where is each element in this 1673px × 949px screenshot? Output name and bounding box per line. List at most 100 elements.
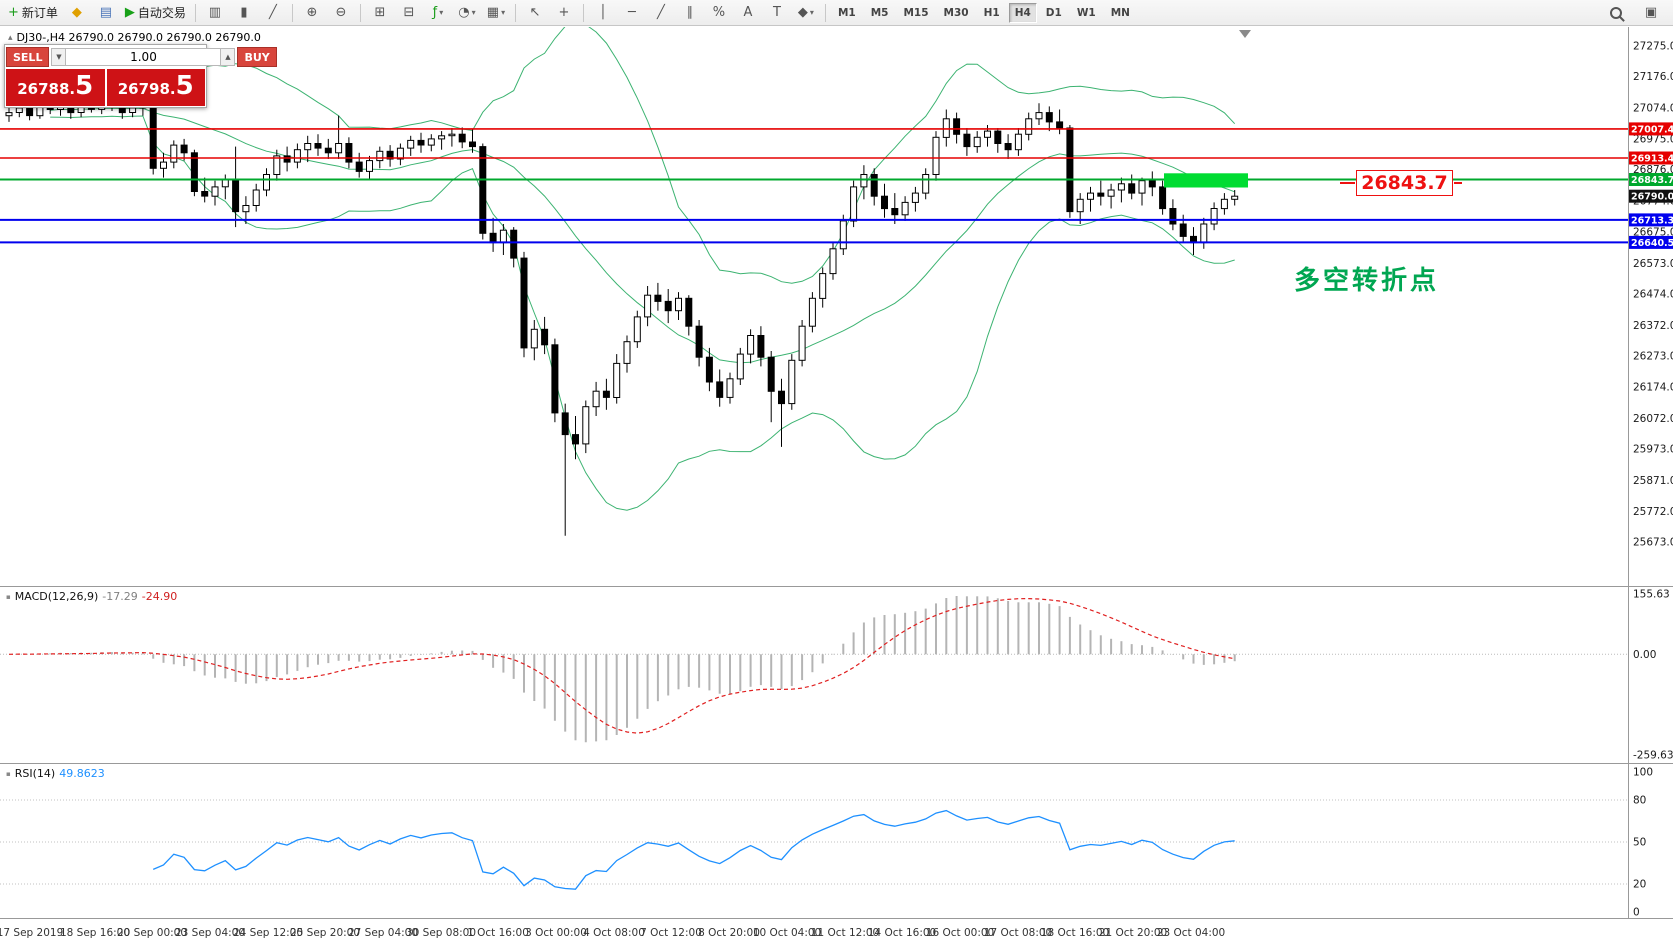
lot-increase-button[interactable]: ▲ bbox=[220, 48, 236, 66]
time-axis-label: 25 Sep 20:00 bbox=[289, 927, 361, 939]
market-button[interactable]: ◆ bbox=[63, 1, 91, 25]
line-chart-button[interactable]: ╱ bbox=[259, 1, 287, 25]
svg-text:27176.0: 27176.0 bbox=[1633, 71, 1673, 83]
svg-text:26174.0: 26174.0 bbox=[1633, 381, 1673, 393]
buy-price-big-digit: 5 bbox=[175, 71, 194, 101]
macd-indicator-label: ▪ MACD(12,26,9) -17.29 -24.90 bbox=[6, 590, 177, 603]
chart-shift-marker-icon[interactable] bbox=[1239, 30, 1251, 38]
shapes-button[interactable]: ◆ ▾ bbox=[792, 1, 820, 25]
timeframe-m5-button[interactable]: M5 bbox=[870, 6, 889, 19]
timeframe-d1-button[interactable]: D1 bbox=[1045, 6, 1062, 19]
channel-button[interactable]: ∥ bbox=[676, 1, 704, 25]
zoom-in-icon: ⊕ bbox=[306, 5, 318, 20]
lot-size-input[interactable] bbox=[66, 48, 221, 66]
time-axis-label: 11 Oct 12:00 bbox=[810, 927, 880, 939]
periods-menu-button[interactable]: ◔ ▾ bbox=[453, 1, 481, 25]
svg-text:26975.0: 26975.0 bbox=[1633, 133, 1673, 145]
timeframe-w1-button[interactable]: W1 bbox=[1076, 6, 1096, 19]
svg-text:100: 100 bbox=[1633, 767, 1653, 779]
svg-text:26675.0: 26675.0 bbox=[1633, 226, 1673, 238]
svg-text:26573.0: 26573.0 bbox=[1633, 258, 1673, 270]
rsi-panel-canvas[interactable]: 100 80 50 20 0 bbox=[0, 763, 1673, 918]
time-axis-label: 3 Oct 00:00 bbox=[525, 927, 587, 939]
cursor-icon: ↖ bbox=[529, 5, 541, 20]
profile-icon: ▤ bbox=[99, 5, 113, 20]
time-axis-label: 24 Sep 12:00 bbox=[232, 927, 304, 939]
crosshair-button[interactable]: + bbox=[550, 1, 578, 25]
toolbar-button-label: 新订单 bbox=[21, 6, 58, 20]
sell-price-big-digit: 5 bbox=[75, 71, 94, 101]
market-icon: ◆ bbox=[71, 5, 82, 20]
zoom-in-button[interactable]: ⊕ bbox=[298, 1, 326, 25]
trade-panel-controls: SELL ▼ ▲ BUY bbox=[5, 45, 277, 69]
timeframe-mn-button[interactable]: MN bbox=[1110, 6, 1130, 19]
autotrading-button[interactable]: ▶ 自动交易 bbox=[121, 1, 190, 25]
buy-price-text: 26798. bbox=[117, 80, 176, 98]
svg-text:-259.63: -259.63 bbox=[1633, 750, 1673, 762]
fibonacci-button[interactable]: % bbox=[705, 1, 733, 25]
buy-price-button[interactable]: 26798. 5 bbox=[106, 69, 205, 106]
time-axis[interactable]: 17 Sep 2019 18 Sep 16:00 20 Sep 00:00 23 Se… bbox=[0, 918, 1673, 949]
search-button[interactable] bbox=[1603, 1, 1631, 25]
toolbar-main-group: + 新订单 ◆ ▤ ▶ 自动交易 ▥ ▮ ╱ ⊕ ⊖ ⊞ ⊟ ƒ ▾ ◔ ▾ ▦ ▾ ↖ + │ ─ ╱ ∥% A T ◆ ▾ M1 M5 M… bbox=[4, 1, 1137, 25]
horizontal-line-button[interactable]: ─ bbox=[618, 1, 646, 25]
timeframe-m1-button[interactable]: M1 bbox=[837, 6, 856, 19]
text-button[interactable]: A bbox=[734, 1, 762, 25]
svg-text:0: 0 bbox=[1633, 907, 1640, 919]
lot-size-control: ▼ ▲ bbox=[51, 48, 236, 66]
zoom-out-button[interactable]: ⊖ bbox=[327, 1, 355, 25]
sell-button[interactable]: SELL bbox=[6, 47, 50, 67]
templates-button[interactable]: ▦ ▾ bbox=[482, 1, 510, 25]
timeframe-h1-button[interactable]: H1 bbox=[983, 6, 1000, 19]
trendline-button[interactable]: ╱ bbox=[647, 1, 675, 25]
svg-text:27007.4: 27007.4 bbox=[1631, 124, 1673, 135]
annotation-text[interactable]: 多空转折点 bbox=[1294, 266, 1440, 296]
green-zone-rect[interactable] bbox=[1164, 173, 1248, 188]
buy-button[interactable]: BUY bbox=[237, 47, 277, 67]
toolbar-separator bbox=[824, 3, 826, 22]
price-callout-label[interactable]: 26843.7 bbox=[1340, 170, 1462, 196]
time-axis-label: 30 Sep 08:00 bbox=[405, 927, 477, 939]
svg-text:26372.0: 26372.0 bbox=[1633, 320, 1673, 332]
cascade-windows-button[interactable]: ⊟ bbox=[395, 1, 423, 25]
time-axis-label: 27 Sep 04:00 bbox=[347, 927, 419, 939]
one-click-trading-panel: SELL ▼ ▲ BUY 26788.5 26798.5 bbox=[4, 44, 277, 108]
new-order-icon: + bbox=[8, 5, 19, 20]
timeframe-m15-button[interactable]: M15 bbox=[903, 6, 929, 19]
main-chart-canvas[interactable]: 27275.027176.027074.026975.026876.026774… bbox=[0, 27, 1673, 586]
time-axis-label: 10 Oct 04:00 bbox=[752, 927, 822, 939]
svg-text:80: 80 bbox=[1633, 795, 1646, 807]
macd-panel-canvas[interactable]: 155.63 0.00 -259.63 bbox=[0, 586, 1673, 763]
indicators-button[interactable]: ƒ ▾ bbox=[424, 1, 452, 25]
chart-symbol-icon: ▴ bbox=[8, 32, 13, 43]
vertical-line-button[interactable]: │ bbox=[589, 1, 617, 25]
new-chart-button[interactable]: ▣ bbox=[1637, 1, 1665, 25]
bar-chart-button[interactable]: ▥ bbox=[201, 1, 229, 25]
profile-button[interactable]: ▤ bbox=[92, 1, 120, 25]
text-icon: A bbox=[743, 5, 753, 20]
new-order-button[interactable]: + 新订单 bbox=[4, 1, 62, 25]
candlestick-chart-button[interactable]: ▮ bbox=[230, 1, 258, 25]
macd-signal-value: -24.90 bbox=[141, 590, 178, 603]
timeframe-h4-button[interactable]: H4 bbox=[1008, 2, 1037, 23]
time-axis-label: 7 Oct 12:00 bbox=[640, 927, 702, 939]
lot-decrease-button[interactable]: ▼ bbox=[51, 48, 67, 66]
timeframe-m30-button[interactable]: M30 bbox=[943, 6, 969, 19]
chart-ohlc-text: DJ30-,H4 26790.0 26790.0 26790.0 26790.0 bbox=[16, 31, 261, 44]
toolbar-button-label: 自动交易 bbox=[137, 6, 186, 20]
svg-text:26640.5: 26640.5 bbox=[1631, 238, 1673, 249]
sell-price-button[interactable]: 26788. 5 bbox=[6, 69, 105, 106]
new-chart-icon: ▣ bbox=[1644, 5, 1658, 20]
svg-text:25772.0: 25772.0 bbox=[1633, 506, 1673, 518]
trendline-icon: ╱ bbox=[657, 5, 665, 20]
rsi-indicator-label: ▪ RSI(14) 49.8623 bbox=[6, 767, 105, 780]
label-button[interactable]: T bbox=[763, 1, 791, 25]
tile-windows-button[interactable]: ⊞ bbox=[366, 1, 394, 25]
chart-title: ▴ DJ30-,H4 26790.0 26790.0 26790.0 26790… bbox=[8, 31, 261, 44]
cursor-button[interactable]: ↖ bbox=[521, 1, 549, 25]
zoom-out-icon: ⊖ bbox=[335, 5, 347, 20]
svg-text:26913.4: 26913.4 bbox=[1631, 154, 1673, 165]
macd-main-value: -17.29 bbox=[102, 590, 138, 603]
toolbar-separator bbox=[194, 3, 196, 22]
